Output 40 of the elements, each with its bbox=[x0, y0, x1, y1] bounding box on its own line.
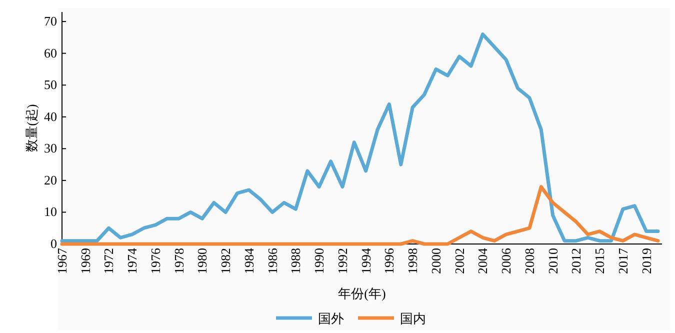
y-tick-label: 10 bbox=[44, 204, 57, 220]
x-tick-label: 1990 bbox=[312, 248, 327, 274]
x-tick-label: 2008 bbox=[522, 248, 537, 274]
x-tick-label: 1994 bbox=[358, 248, 374, 274]
legend-label: 国外 bbox=[318, 311, 344, 326]
x-tick-label: 2017 bbox=[615, 248, 630, 274]
x-tick-label: 1988 bbox=[288, 248, 304, 274]
y-tick-label: 30 bbox=[44, 140, 57, 156]
x-tick-label: 1992 bbox=[334, 248, 350, 274]
line-series bbox=[60, 32, 660, 243]
x-tick-label: 1982 bbox=[218, 248, 234, 274]
x-tick-label: 2004 bbox=[475, 248, 490, 274]
x-tick-label: 1978 bbox=[171, 248, 186, 274]
y-axis-title: 数量(起) bbox=[24, 104, 39, 152]
x-tick-label: 1974 bbox=[124, 248, 140, 274]
x-tick-label: 1998 bbox=[405, 248, 420, 274]
x-tick-label: 1972 bbox=[101, 248, 116, 274]
x-tick-label: 2000 bbox=[428, 248, 444, 274]
y-tick-label: 70 bbox=[44, 14, 57, 29]
y-tick-label: 60 bbox=[44, 45, 57, 60]
x-tick-label: 1967 bbox=[54, 248, 70, 274]
x-tick-label: 2012 bbox=[568, 248, 584, 274]
y-tick-label: 0 bbox=[50, 236, 57, 251]
y-tick-label: 20 bbox=[44, 172, 57, 188]
x-tick-label: 2002 bbox=[452, 248, 467, 274]
x-axis-title: 年份(年) bbox=[338, 286, 386, 301]
x-tick-label: 1969 bbox=[78, 248, 93, 274]
x-tick-label: 2006 bbox=[498, 248, 514, 274]
x-tick-label: 1984 bbox=[241, 248, 256, 274]
y-tick-label: 50 bbox=[44, 77, 57, 92]
x-tick-label: 2010 bbox=[545, 248, 560, 274]
x-tick-label: 1996 bbox=[382, 248, 397, 274]
x-tick-label: 1980 bbox=[194, 248, 210, 274]
x-tick-label: 1976 bbox=[148, 248, 163, 274]
line-series bbox=[60, 185, 660, 246]
x-tick-label: 2015 bbox=[592, 248, 608, 274]
x-tick-label: 1986 bbox=[264, 248, 280, 274]
legend-label: 国内 bbox=[400, 311, 426, 326]
y-tick-label: 40 bbox=[44, 108, 57, 124]
x-tick-label: 2019 bbox=[638, 248, 654, 274]
